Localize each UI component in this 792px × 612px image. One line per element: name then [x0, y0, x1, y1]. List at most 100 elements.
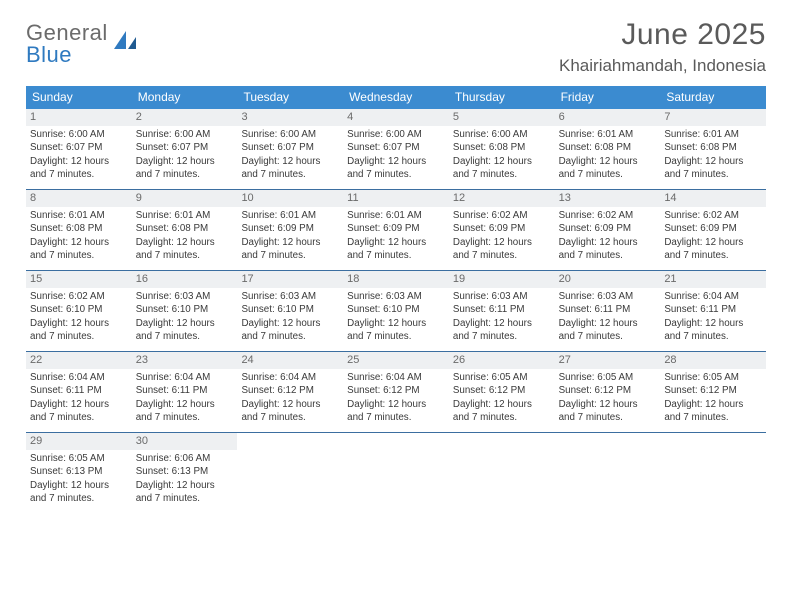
day-number: 6	[555, 109, 661, 126]
day-cell: 30Sunrise: 6:06 AMSunset: 6:13 PMDayligh…	[132, 433, 238, 513]
sunset-label: Sunset: 6:08 PM	[136, 222, 234, 235]
day-details: Sunrise: 6:01 AMSunset: 6:09 PMDaylight:…	[237, 207, 343, 266]
day-details: Sunrise: 6:01 AMSunset: 6:08 PMDaylight:…	[132, 207, 238, 266]
day-cell: 26Sunrise: 6:05 AMSunset: 6:12 PMDayligh…	[449, 352, 555, 432]
daylight-line2: and 7 minutes.	[347, 411, 445, 424]
day-cell: 4Sunrise: 6:00 AMSunset: 6:07 PMDaylight…	[343, 109, 449, 189]
day-cell: 28Sunrise: 6:05 AMSunset: 6:12 PMDayligh…	[660, 352, 766, 432]
daylight-line2: and 7 minutes.	[241, 330, 339, 343]
daylight-line2: and 7 minutes.	[559, 168, 657, 181]
daylight-line2: and 7 minutes.	[453, 330, 551, 343]
daylight-line1: Daylight: 12 hours	[347, 236, 445, 249]
sunset-label: Sunset: 6:12 PM	[347, 384, 445, 397]
day-number: 12	[449, 190, 555, 207]
day-number: 17	[237, 271, 343, 288]
daylight-line1: Daylight: 12 hours	[453, 398, 551, 411]
sunrise-label: Sunrise: 6:04 AM	[30, 371, 128, 384]
week-row: 1Sunrise: 6:00 AMSunset: 6:07 PMDaylight…	[26, 109, 766, 190]
dow-saturday: Saturday	[660, 86, 766, 109]
daylight-line2: and 7 minutes.	[347, 330, 445, 343]
day-number: 15	[26, 271, 132, 288]
sunset-label: Sunset: 6:08 PM	[559, 141, 657, 154]
daylight-line2: and 7 minutes.	[453, 411, 551, 424]
sunset-label: Sunset: 6:09 PM	[241, 222, 339, 235]
daylight-line2: and 7 minutes.	[30, 411, 128, 424]
daylight-line2: and 7 minutes.	[136, 249, 234, 262]
day-details: Sunrise: 6:05 AMSunset: 6:13 PMDaylight:…	[26, 450, 132, 509]
daylight-line2: and 7 minutes.	[664, 168, 762, 181]
daylight-line2: and 7 minutes.	[30, 492, 128, 505]
dow-friday: Friday	[555, 86, 661, 109]
day-details: Sunrise: 6:04 AMSunset: 6:11 PMDaylight:…	[132, 369, 238, 428]
day-cell-empty	[449, 433, 555, 513]
sunrise-label: Sunrise: 6:06 AM	[136, 452, 234, 465]
day-number: 3	[237, 109, 343, 126]
title-block: June 2025 Khairiahmandah, Indonesia	[559, 18, 766, 76]
day-cell: 15Sunrise: 6:02 AMSunset: 6:10 PMDayligh…	[26, 271, 132, 351]
sunset-label: Sunset: 6:12 PM	[241, 384, 339, 397]
day-cell-empty	[660, 433, 766, 513]
daylight-line1: Daylight: 12 hours	[664, 317, 762, 330]
day-cell: 8Sunrise: 6:01 AMSunset: 6:08 PMDaylight…	[26, 190, 132, 270]
day-details: Sunrise: 6:04 AMSunset: 6:11 PMDaylight:…	[26, 369, 132, 428]
sunset-label: Sunset: 6:11 PM	[664, 303, 762, 316]
day-details: Sunrise: 6:00 AMSunset: 6:07 PMDaylight:…	[26, 126, 132, 185]
day-details: Sunrise: 6:00 AMSunset: 6:08 PMDaylight:…	[449, 126, 555, 185]
day-cell: 23Sunrise: 6:04 AMSunset: 6:11 PMDayligh…	[132, 352, 238, 432]
day-number: 28	[660, 352, 766, 369]
daylight-line1: Daylight: 12 hours	[453, 236, 551, 249]
daylight-line1: Daylight: 12 hours	[559, 155, 657, 168]
sunrise-label: Sunrise: 6:01 AM	[347, 209, 445, 222]
sail-icon	[112, 29, 138, 58]
day-cell: 21Sunrise: 6:04 AMSunset: 6:11 PMDayligh…	[660, 271, 766, 351]
daylight-line1: Daylight: 12 hours	[30, 317, 128, 330]
daylight-line1: Daylight: 12 hours	[347, 317, 445, 330]
day-cell: 29Sunrise: 6:05 AMSunset: 6:13 PMDayligh…	[26, 433, 132, 513]
daylight-line1: Daylight: 12 hours	[241, 317, 339, 330]
daylight-line2: and 7 minutes.	[136, 168, 234, 181]
daylight-line1: Daylight: 12 hours	[136, 236, 234, 249]
day-number: 13	[555, 190, 661, 207]
day-cell: 2Sunrise: 6:00 AMSunset: 6:07 PMDaylight…	[132, 109, 238, 189]
sunrise-label: Sunrise: 6:04 AM	[241, 371, 339, 384]
sunset-label: Sunset: 6:12 PM	[559, 384, 657, 397]
sunrise-label: Sunrise: 6:04 AM	[347, 371, 445, 384]
daylight-line2: and 7 minutes.	[136, 411, 234, 424]
day-details: Sunrise: 6:03 AMSunset: 6:10 PMDaylight:…	[132, 288, 238, 347]
day-number: 23	[132, 352, 238, 369]
daylight-line2: and 7 minutes.	[347, 168, 445, 181]
sunrise-label: Sunrise: 6:03 AM	[347, 290, 445, 303]
sunrise-label: Sunrise: 6:02 AM	[453, 209, 551, 222]
sunrise-label: Sunrise: 6:01 AM	[241, 209, 339, 222]
sunrise-label: Sunrise: 6:01 AM	[136, 209, 234, 222]
logo-text: General Blue	[26, 22, 108, 66]
day-number: 30	[132, 433, 238, 450]
daylight-line1: Daylight: 12 hours	[559, 236, 657, 249]
daylight-line2: and 7 minutes.	[559, 249, 657, 262]
sunset-label: Sunset: 6:10 PM	[136, 303, 234, 316]
daylight-line1: Daylight: 12 hours	[30, 479, 128, 492]
location-label: Khairiahmandah, Indonesia	[559, 56, 766, 76]
day-number: 22	[26, 352, 132, 369]
day-details: Sunrise: 6:03 AMSunset: 6:11 PMDaylight:…	[555, 288, 661, 347]
week-row: 8Sunrise: 6:01 AMSunset: 6:08 PMDaylight…	[26, 190, 766, 271]
daylight-line1: Daylight: 12 hours	[241, 155, 339, 168]
sunset-label: Sunset: 6:11 PM	[453, 303, 551, 316]
day-details: Sunrise: 6:05 AMSunset: 6:12 PMDaylight:…	[555, 369, 661, 428]
sunrise-label: Sunrise: 6:00 AM	[30, 128, 128, 141]
day-cell: 22Sunrise: 6:04 AMSunset: 6:11 PMDayligh…	[26, 352, 132, 432]
daylight-line2: and 7 minutes.	[241, 168, 339, 181]
day-cell: 27Sunrise: 6:05 AMSunset: 6:12 PMDayligh…	[555, 352, 661, 432]
sunrise-label: Sunrise: 6:05 AM	[453, 371, 551, 384]
day-number: 11	[343, 190, 449, 207]
day-number: 16	[132, 271, 238, 288]
day-number: 5	[449, 109, 555, 126]
daylight-line1: Daylight: 12 hours	[347, 155, 445, 168]
day-details: Sunrise: 6:04 AMSunset: 6:12 PMDaylight:…	[343, 369, 449, 428]
day-details: Sunrise: 6:05 AMSunset: 6:12 PMDaylight:…	[449, 369, 555, 428]
day-details: Sunrise: 6:02 AMSunset: 6:09 PMDaylight:…	[449, 207, 555, 266]
day-number: 1	[26, 109, 132, 126]
month-title: June 2025	[559, 18, 766, 52]
day-details: Sunrise: 6:03 AMSunset: 6:11 PMDaylight:…	[449, 288, 555, 347]
daylight-line1: Daylight: 12 hours	[136, 317, 234, 330]
